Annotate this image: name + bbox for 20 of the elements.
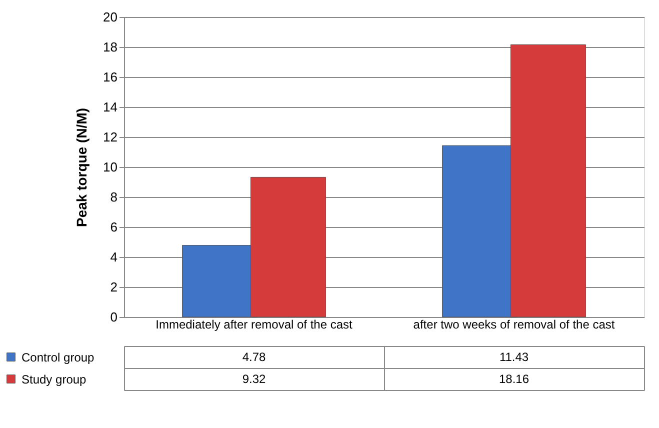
y-tick-label: 20 bbox=[103, 10, 118, 24]
data-label: 4.78 bbox=[242, 350, 266, 364]
x-tick-label: after two weeks of removal of the cast bbox=[413, 318, 616, 332]
data-label: 9.32 bbox=[242, 372, 266, 386]
y-tick-label: 6 bbox=[110, 220, 118, 234]
data-label: 11.43 bbox=[499, 350, 529, 364]
legend-label: Study group bbox=[22, 372, 87, 386]
y-tick-label: 14 bbox=[103, 100, 118, 114]
y-tick-label: 8 bbox=[110, 190, 118, 204]
y-tick-label: 16 bbox=[103, 70, 118, 84]
legend-label: Control group bbox=[22, 350, 95, 364]
data-label: 18.16 bbox=[498, 372, 530, 386]
y-tick-label: 2 bbox=[110, 280, 118, 294]
y-tick-label: 18 bbox=[103, 40, 118, 54]
y-tick-label: 12 bbox=[103, 130, 118, 144]
y-tick-label: 10 bbox=[103, 160, 118, 174]
y-axis-title: Peak torque (N/M) bbox=[74, 108, 90, 228]
x-tick-label: Immediately after removal of the cast bbox=[156, 318, 354, 332]
y-tick-label: 4 bbox=[110, 250, 118, 264]
y-tick-label: 0 bbox=[110, 310, 118, 324]
